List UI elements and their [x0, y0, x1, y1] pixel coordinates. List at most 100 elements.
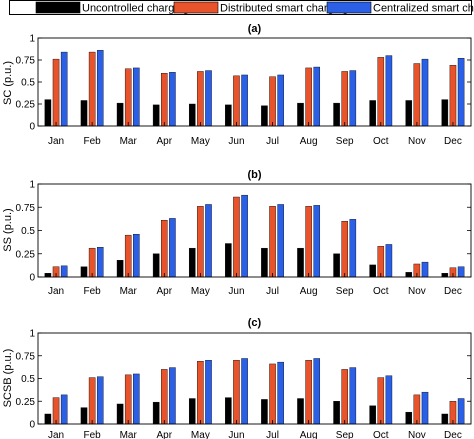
bar-jul-series-1 — [261, 247, 268, 278]
bar-sep-series-1 — [333, 102, 340, 127]
bar-dec-series-1 — [441, 413, 449, 425]
bar-jun-series-2 — [233, 196, 240, 278]
bar-jan-series-1 — [44, 99, 52, 127]
bar-nov-series-2 — [413, 63, 421, 127]
x-tick-label: Aug — [300, 430, 318, 439]
x-tick-label: Nov — [408, 286, 426, 297]
bar-sep-series-2 — [341, 220, 348, 278]
x-tick-label: Jun — [228, 286, 244, 297]
bar-mar-series-2 — [124, 374, 132, 425]
panel-title: (b) — [247, 169, 261, 181]
y-tick-label: 0.75 — [16, 203, 36, 214]
x-tick-label: Oct — [373, 430, 389, 439]
legend-swatch-3 — [326, 1, 372, 14]
x-tick-label: May — [191, 430, 210, 439]
x-tick-label: Oct — [373, 286, 389, 297]
x-tick-label: Feb — [84, 136, 102, 147]
bar-oct-series-2 — [377, 377, 385, 425]
bar-apr-series-2 — [161, 220, 168, 278]
y-tick-label: 0.25 — [16, 397, 36, 408]
legend-swatch-1 — [35, 1, 81, 14]
bar-feb-series-2 — [88, 247, 96, 278]
bar-sep-series-3 — [349, 367, 357, 425]
bar-oct-series-3 — [385, 55, 393, 127]
bar-oct-series-1 — [369, 405, 376, 425]
x-tick-label: Apr — [157, 430, 173, 439]
x-tick-label: Sep — [336, 286, 354, 297]
axes-frame — [37, 37, 472, 127]
bar-nov-series-3 — [421, 391, 429, 425]
legend-label-3: Centralized smart charging — [373, 3, 474, 15]
bar-jul-series-3 — [277, 204, 284, 278]
y-tick-label: 0 — [29, 273, 35, 284]
legend-label-1: Uncontrolled charging — [82, 3, 189, 15]
bar-jul-series-3 — [277, 74, 284, 127]
bar-mar-series-2 — [124, 234, 132, 278]
bar-jun-series-1 — [225, 243, 232, 278]
bar-may-series-2 — [197, 71, 204, 127]
bar-oct-series-1 — [369, 100, 376, 127]
bar-jul-series-2 — [269, 76, 276, 127]
y-tick-label: 0.75 — [16, 351, 36, 362]
axes-frame — [37, 332, 472, 425]
bar-may-series-3 — [205, 204, 212, 278]
x-tick-label: Oct — [373, 136, 389, 147]
bar-aug-series-3 — [313, 205, 321, 278]
bar-may-series-2 — [197, 361, 204, 425]
bar-jun-series-2 — [233, 75, 240, 127]
bar-feb-series-1 — [80, 407, 88, 425]
bar-aug-series-3 — [313, 66, 321, 127]
bar-dec-series-3 — [457, 58, 465, 127]
bar-apr-series-3 — [169, 218, 176, 278]
bar-nov-series-2 — [413, 394, 421, 425]
y-tick-label: 0.5 — [21, 78, 35, 89]
bar-sep-series-1 — [333, 253, 340, 278]
y-tick-label: 0.5 — [21, 226, 35, 237]
y-tick-label: 0.25 — [16, 100, 36, 111]
bar-apr-series-2 — [161, 72, 168, 127]
x-tick-label: Jan — [48, 430, 64, 439]
x-tick-label: Jul — [266, 286, 279, 297]
bar-aug-series-1 — [297, 102, 304, 127]
bar-dec-series-1 — [441, 273, 449, 278]
bar-feb-series-1 — [80, 100, 88, 127]
y-tick-label: 0 — [29, 122, 35, 133]
x-tick-label: Jan — [48, 286, 64, 297]
y-tick-label: 1 — [29, 329, 35, 340]
bar-dec-series-2 — [449, 65, 457, 127]
bar-dec-series-3 — [457, 398, 465, 425]
x-tick-label: Nov — [408, 136, 426, 147]
bar-sep-series-2 — [341, 369, 348, 425]
bar-apr-series-1 — [152, 104, 160, 127]
bar-aug-series-3 — [313, 358, 321, 425]
x-tick-label: Dec — [444, 136, 462, 147]
bar-may-series-3 — [205, 360, 212, 425]
bar-aug-series-2 — [305, 67, 312, 127]
x-tick-label: Dec — [444, 430, 462, 439]
y-tick-label: 1 — [29, 180, 35, 191]
bar-jan-series-3 — [60, 394, 68, 425]
bar-jun-series-2 — [233, 360, 240, 425]
x-tick-label: Mar — [120, 430, 138, 439]
bar-mar-series-3 — [133, 373, 140, 425]
bar-jun-series-3 — [241, 358, 248, 425]
x-tick-label: May — [191, 286, 210, 297]
bar-aug-series-1 — [297, 247, 304, 278]
bar-mar-series-1 — [116, 260, 124, 278]
bar-jul-series-1 — [261, 399, 268, 425]
x-tick-label: Apr — [157, 136, 173, 147]
bar-mar-series-1 — [116, 102, 124, 127]
bar-apr-series-1 — [152, 401, 160, 425]
legend-swatch-2 — [173, 1, 219, 14]
bar-mar-series-3 — [133, 67, 140, 127]
bar-jul-series-2 — [269, 206, 276, 278]
bar-jul-series-2 — [269, 363, 276, 425]
y-axis-label: SC (p.u.) — [2, 61, 14, 105]
bar-oct-series-3 — [385, 375, 393, 425]
bar-jul-series-3 — [277, 361, 284, 425]
bar-apr-series-3 — [169, 72, 176, 127]
bar-nov-series-3 — [421, 261, 429, 278]
x-tick-label: Feb — [84, 430, 102, 439]
bar-aug-series-2 — [305, 360, 312, 425]
